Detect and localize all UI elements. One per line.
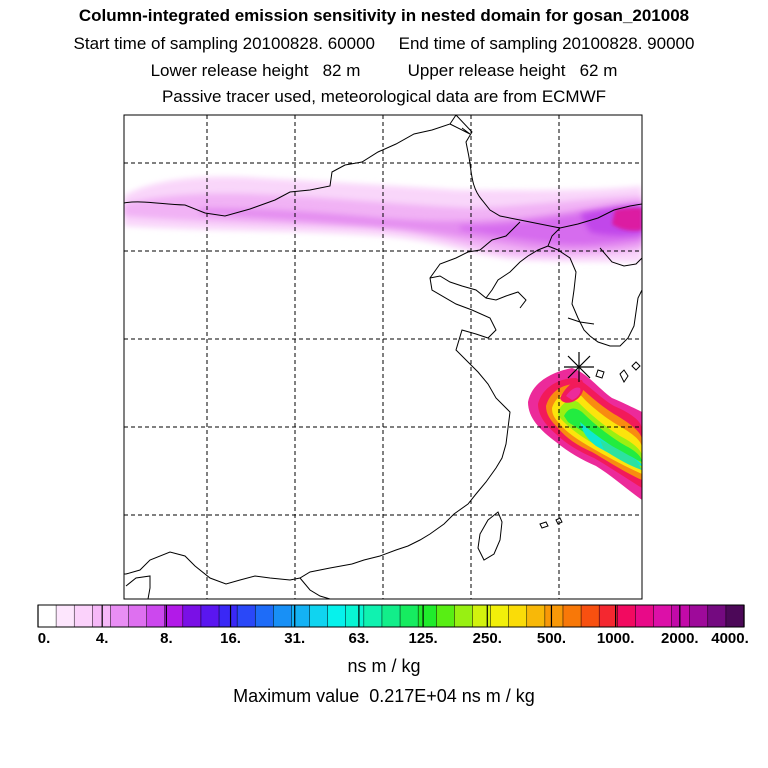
colorbar-cell xyxy=(635,605,655,627)
colorbar-cell xyxy=(400,605,419,627)
sampling-time-line: Start time of sampling 20100828. 60000 E… xyxy=(73,34,695,53)
colorbar-tick-label: 31. xyxy=(284,630,306,647)
colorbar-frame xyxy=(37,604,745,628)
colorbar-cell xyxy=(472,605,492,627)
colorbar-cell xyxy=(182,605,202,627)
colorbar-cell xyxy=(327,605,347,627)
colorbar-cell xyxy=(725,605,745,627)
colorbar-cell xyxy=(653,605,673,627)
colorbar-cell xyxy=(237,605,256,627)
colorbar-cell xyxy=(671,605,691,627)
colorbar-unit: ns m / kg xyxy=(347,656,421,676)
colorbar-cell xyxy=(617,605,636,627)
colorbar-cell xyxy=(689,605,709,627)
map-frame xyxy=(123,114,643,600)
colorbar-tick-label: 2000. xyxy=(661,630,699,647)
colorbar-cell xyxy=(38,605,57,627)
colorbar-tick-label: 125. xyxy=(408,630,438,647)
colorbar-cell xyxy=(707,605,727,627)
colorbar-tick-label: 1000. xyxy=(596,630,635,647)
colorbar-cell xyxy=(490,605,510,627)
colorbar-cell xyxy=(345,605,365,627)
colorbar-cell xyxy=(128,605,148,627)
colorbar-cell xyxy=(381,605,401,627)
colorbar-tick-label: 500. xyxy=(536,630,567,647)
colorbar-cell xyxy=(581,605,600,627)
colorbar-cell xyxy=(599,605,618,627)
colorbar-cell xyxy=(562,605,582,627)
colorbar-cell xyxy=(200,605,220,627)
colorbar-tick-label: 16. xyxy=(220,630,241,647)
colorbar-cell xyxy=(436,605,455,627)
colorbar-cell xyxy=(110,605,130,627)
colorbar-cells xyxy=(38,605,745,627)
colorbar-cell xyxy=(508,605,528,627)
colorbar-cell xyxy=(454,605,474,627)
colorbar-cell xyxy=(74,605,93,627)
colorbar-cell xyxy=(363,605,383,627)
colorbar-cell xyxy=(219,605,238,627)
taiwan-island xyxy=(477,511,503,561)
colorbar-cell xyxy=(273,605,293,627)
colorbar-cell xyxy=(56,605,75,627)
receptor-marker xyxy=(564,352,594,382)
colorbar-tick-label: 63. xyxy=(348,630,370,647)
colorbar-tick-label: 4. xyxy=(95,630,109,647)
colorbar-cell xyxy=(255,605,274,627)
graticule xyxy=(124,115,642,599)
colorbar-cell xyxy=(526,605,546,627)
colorbar-tick-label: 4000. xyxy=(711,630,749,647)
colorbar-tick-label: 8. xyxy=(160,630,173,647)
colorbar-cell xyxy=(146,605,166,627)
colorbar-ticks xyxy=(37,605,745,627)
colorbar-tick-label: 0. xyxy=(37,630,51,647)
islands xyxy=(477,361,641,561)
colorbar-cell xyxy=(291,605,311,627)
plume-field xyxy=(124,176,642,500)
emission-sensitivity-map xyxy=(123,114,643,600)
colorbar xyxy=(37,604,745,628)
coastlines xyxy=(124,115,642,599)
colorbar-tick-label: 250. xyxy=(472,630,502,647)
figure-title: Column-integrated emission sensitivity i… xyxy=(78,6,690,25)
release-height-line: Lower release height 82 m Upper release … xyxy=(150,61,618,80)
colorbar-cell xyxy=(309,605,329,627)
colorbar-cell xyxy=(544,605,564,627)
tracer-info-line: Passive tracer used, meteorological data… xyxy=(161,87,607,106)
colorbar-cell xyxy=(164,605,184,627)
colorbar-cell xyxy=(418,605,437,627)
maximum-value-text: Maximum value 0.217E+04 ns m / kg xyxy=(233,686,535,706)
